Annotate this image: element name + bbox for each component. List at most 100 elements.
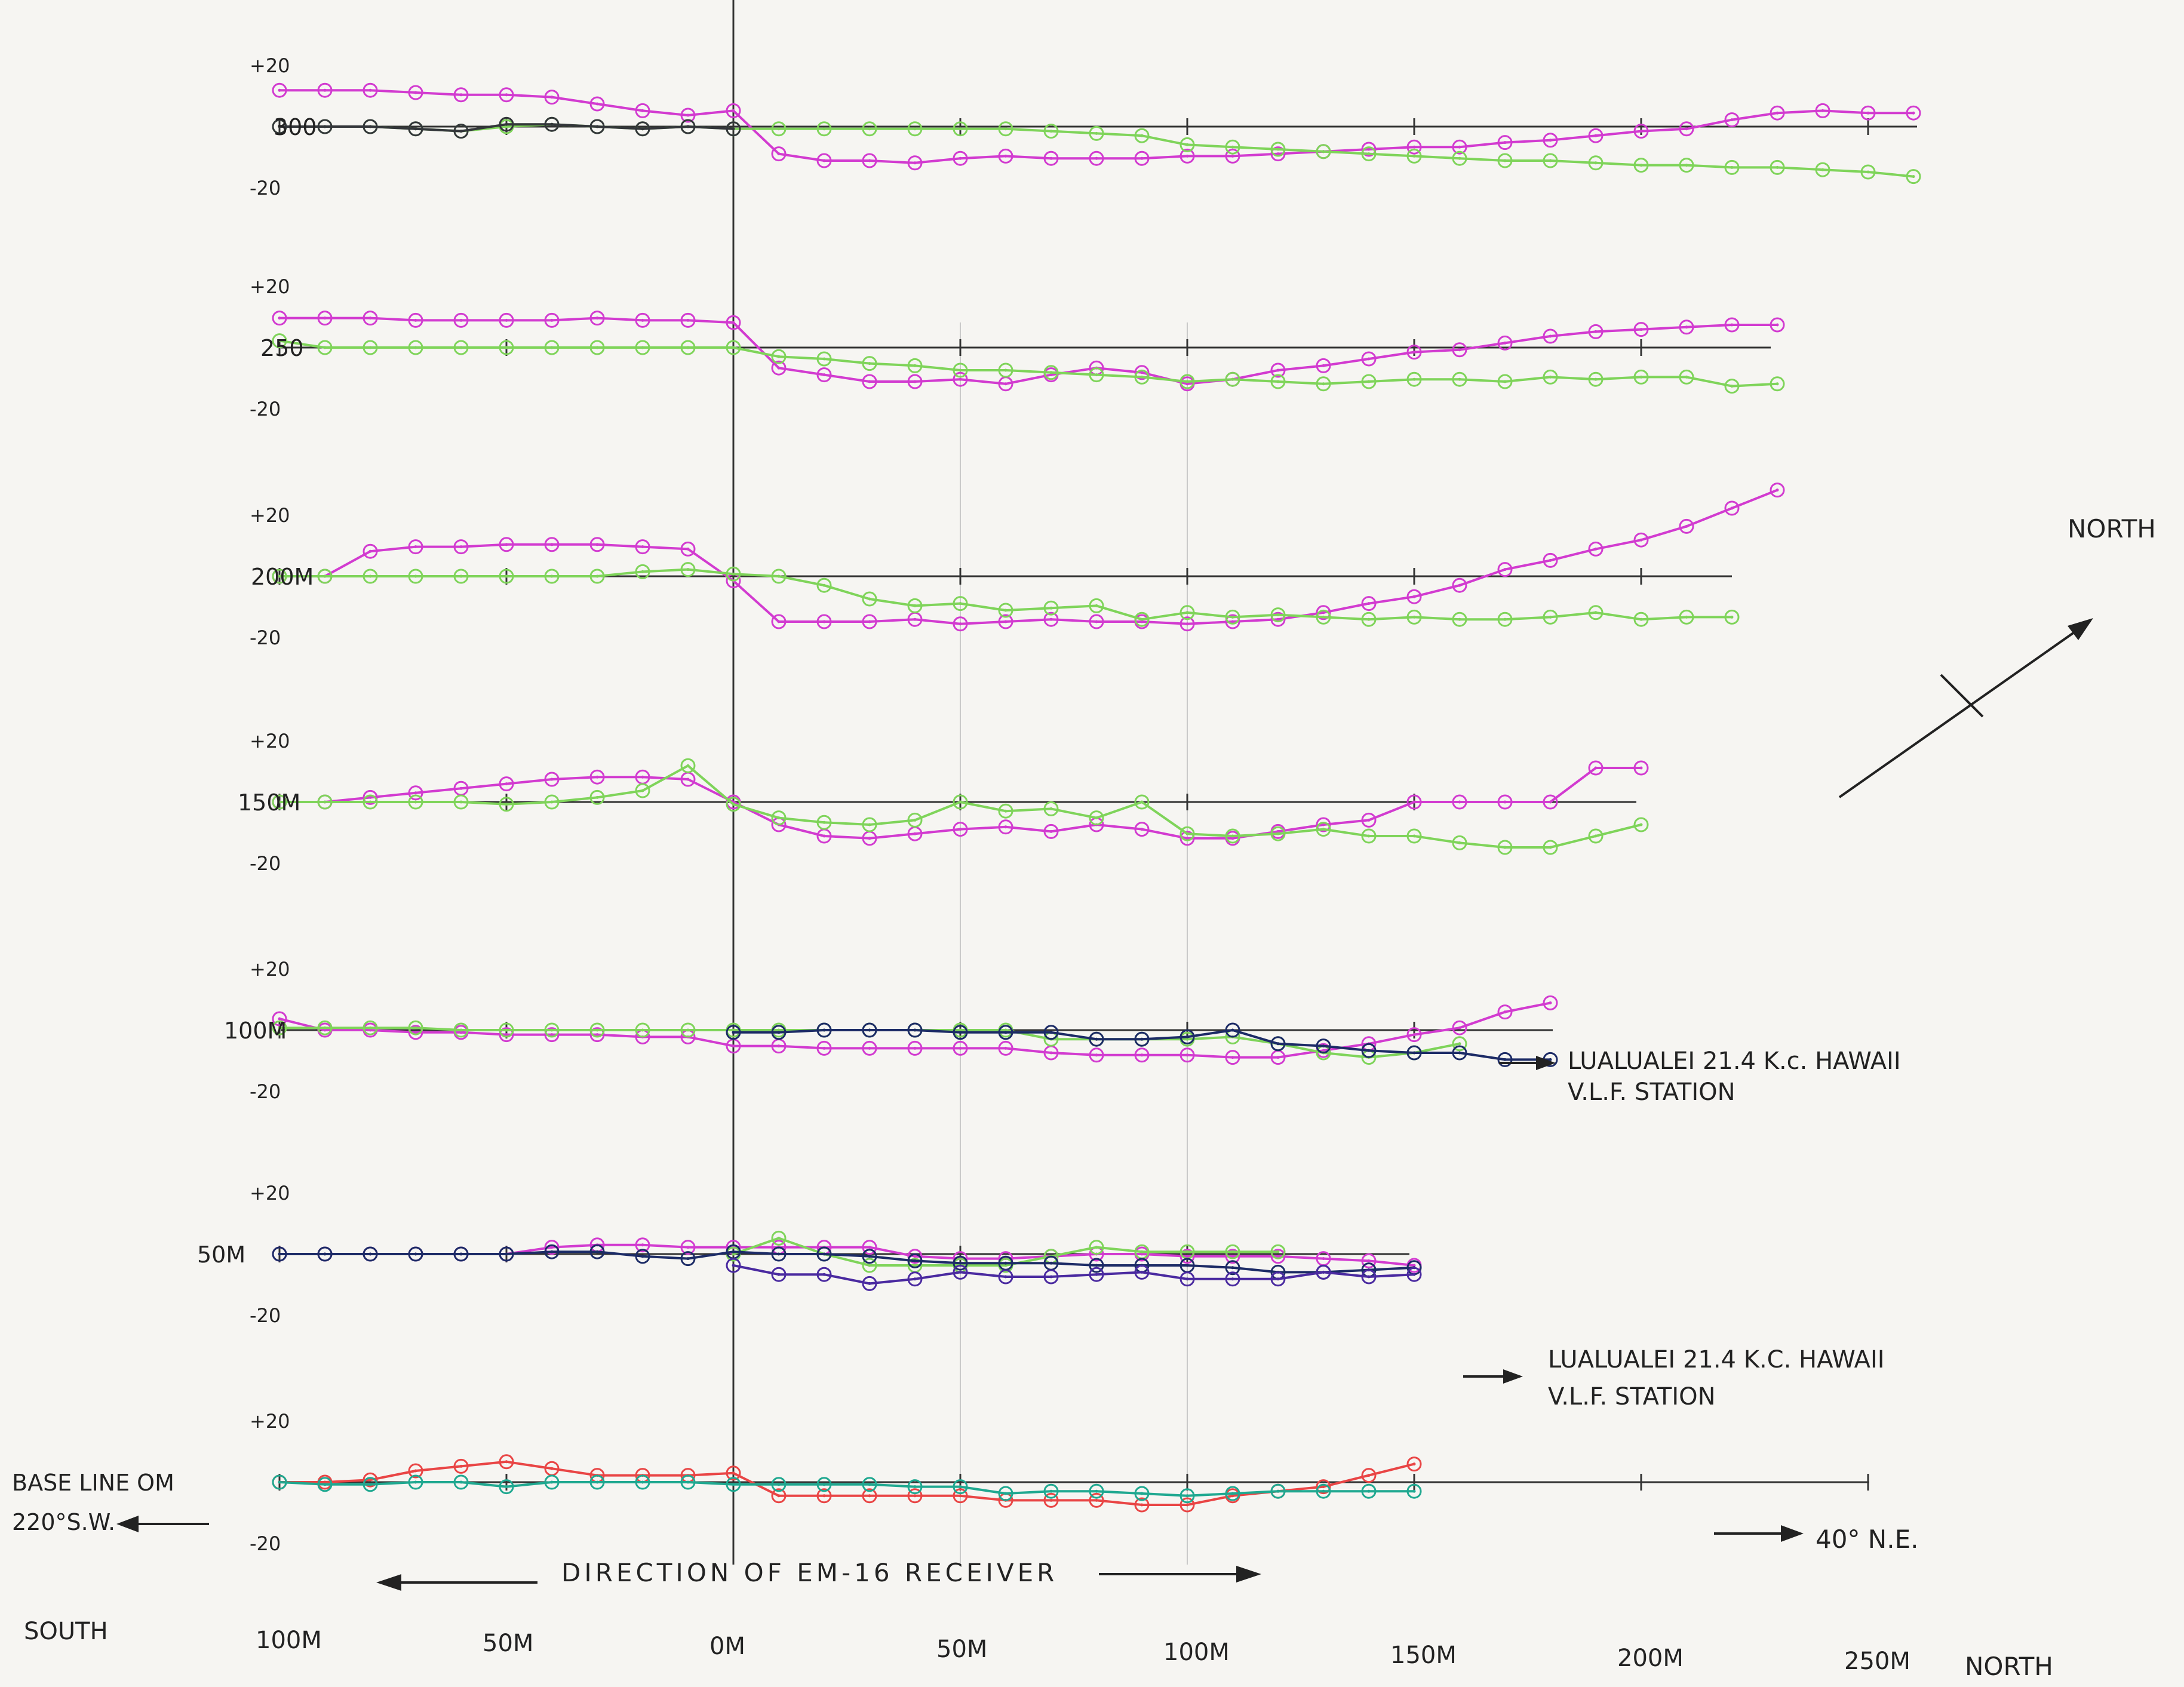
data-point-dot bbox=[505, 93, 508, 97]
data-point bbox=[680, 1240, 696, 1255]
data-point-dot bbox=[1685, 164, 1688, 167]
data-point-dot bbox=[777, 127, 781, 131]
data-point-dot bbox=[1004, 368, 1007, 372]
data-point-dot bbox=[505, 574, 508, 578]
vlf-station-name-lower: LUALUALEI 21.4 K.C. HAWAII bbox=[1548, 1346, 1885, 1373]
data-point bbox=[1134, 1031, 1150, 1047]
data-point-dot bbox=[1004, 609, 1007, 612]
data-point-dot bbox=[913, 1028, 917, 1032]
data-point-dot bbox=[459, 93, 463, 97]
profile-panel bbox=[272, 1230, 1422, 1291]
data-point bbox=[1724, 609, 1740, 625]
data-point-dot bbox=[1367, 1275, 1371, 1279]
data-point-dot bbox=[1594, 611, 1598, 614]
data-point bbox=[1588, 541, 1604, 557]
data-point bbox=[907, 1479, 923, 1495]
data-point bbox=[998, 1269, 1013, 1285]
data-point bbox=[1089, 367, 1104, 383]
data-point-dot bbox=[1276, 368, 1280, 372]
direction-arrowhead-right bbox=[1236, 1566, 1261, 1582]
data-point bbox=[1452, 1045, 1467, 1061]
data-point bbox=[1633, 760, 1649, 776]
data-point bbox=[1497, 562, 1513, 577]
data-point bbox=[272, 1246, 287, 1262]
data-point bbox=[862, 1477, 877, 1492]
data-point bbox=[1043, 1025, 1059, 1040]
data-point bbox=[862, 817, 877, 832]
data-point-dot bbox=[732, 1028, 735, 1032]
north-arrow-head bbox=[2068, 618, 2093, 640]
data-point bbox=[1633, 124, 1649, 139]
data-point-dot bbox=[1503, 141, 1507, 145]
data-point bbox=[363, 1020, 378, 1035]
data-point-dot bbox=[1049, 807, 1053, 810]
data-point-dot bbox=[1140, 375, 1144, 379]
data-point-dot bbox=[1367, 818, 1371, 822]
data-point-dot bbox=[1095, 816, 1098, 820]
data-point bbox=[408, 569, 423, 584]
profile-panel bbox=[272, 483, 1785, 632]
data-point bbox=[635, 1474, 650, 1490]
data-point bbox=[1406, 794, 1422, 810]
data-point bbox=[1633, 369, 1649, 385]
data-point-dot bbox=[1095, 1498, 1098, 1502]
data-point bbox=[726, 1465, 741, 1481]
data-point-dot bbox=[1185, 837, 1189, 840]
vlf-station-type-lower: V.L.F. STATION bbox=[1548, 1383, 1716, 1411]
data-point-dot bbox=[732, 1044, 735, 1048]
data-point bbox=[635, 312, 650, 328]
data-point-dot bbox=[323, 346, 327, 349]
data-point-dot bbox=[368, 1252, 372, 1256]
data-point bbox=[1497, 135, 1513, 150]
data-point-dot bbox=[1549, 334, 1552, 338]
data-point-dot bbox=[368, 88, 372, 92]
data-point bbox=[499, 569, 514, 584]
data-point-dot bbox=[368, 125, 372, 128]
data-point-dot bbox=[913, 1046, 917, 1050]
data-point-dot bbox=[1276, 148, 1280, 151]
plus-20-tick-label: +20 bbox=[250, 504, 290, 527]
baseline-label: BASE LINE OM bbox=[12, 1470, 174, 1496]
data-point bbox=[408, 1020, 423, 1035]
data-point bbox=[726, 797, 741, 812]
data-point bbox=[363, 340, 378, 355]
data-point-dot bbox=[550, 122, 554, 126]
data-point bbox=[317, 1020, 333, 1035]
data-point bbox=[1361, 812, 1377, 828]
data-point-dot bbox=[595, 316, 599, 320]
data-point-dot bbox=[368, 1478, 372, 1482]
data-point-dot bbox=[278, 1026, 281, 1030]
data-point bbox=[680, 119, 696, 134]
data-point bbox=[272, 569, 287, 584]
data-point bbox=[1724, 159, 1740, 175]
data-point bbox=[1543, 995, 1558, 1010]
data-point bbox=[317, 569, 333, 584]
data-point bbox=[1543, 840, 1558, 855]
data-point-dot bbox=[1866, 111, 1870, 115]
data-point bbox=[907, 1271, 923, 1287]
data-point bbox=[1543, 369, 1558, 385]
data-point-dot bbox=[595, 346, 599, 349]
data-point-dot bbox=[732, 1483, 735, 1486]
data-point-dot bbox=[550, 318, 554, 322]
data-point bbox=[453, 539, 469, 555]
data-point bbox=[1179, 1029, 1195, 1044]
data-point-dot bbox=[732, 1031, 735, 1034]
data-point bbox=[680, 562, 696, 577]
data-point bbox=[998, 1040, 1013, 1056]
data-point-dot bbox=[959, 377, 962, 381]
data-point bbox=[1270, 1249, 1286, 1264]
data-point bbox=[363, 794, 378, 810]
data-point-dot bbox=[868, 597, 871, 601]
data-point-dot bbox=[1231, 1056, 1234, 1059]
minus-20-tick-label: -20 bbox=[250, 1080, 281, 1103]
data-point bbox=[544, 1244, 560, 1259]
data-point bbox=[635, 783, 650, 798]
data-point bbox=[635, 1249, 650, 1264]
data-point bbox=[1089, 1483, 1104, 1499]
data-point-dot bbox=[1231, 1250, 1234, 1253]
data-point-dot bbox=[550, 800, 554, 804]
data-point-dot bbox=[1458, 583, 1461, 587]
data-point-dot bbox=[1140, 1053, 1144, 1057]
data-point-dot bbox=[1412, 1264, 1416, 1267]
